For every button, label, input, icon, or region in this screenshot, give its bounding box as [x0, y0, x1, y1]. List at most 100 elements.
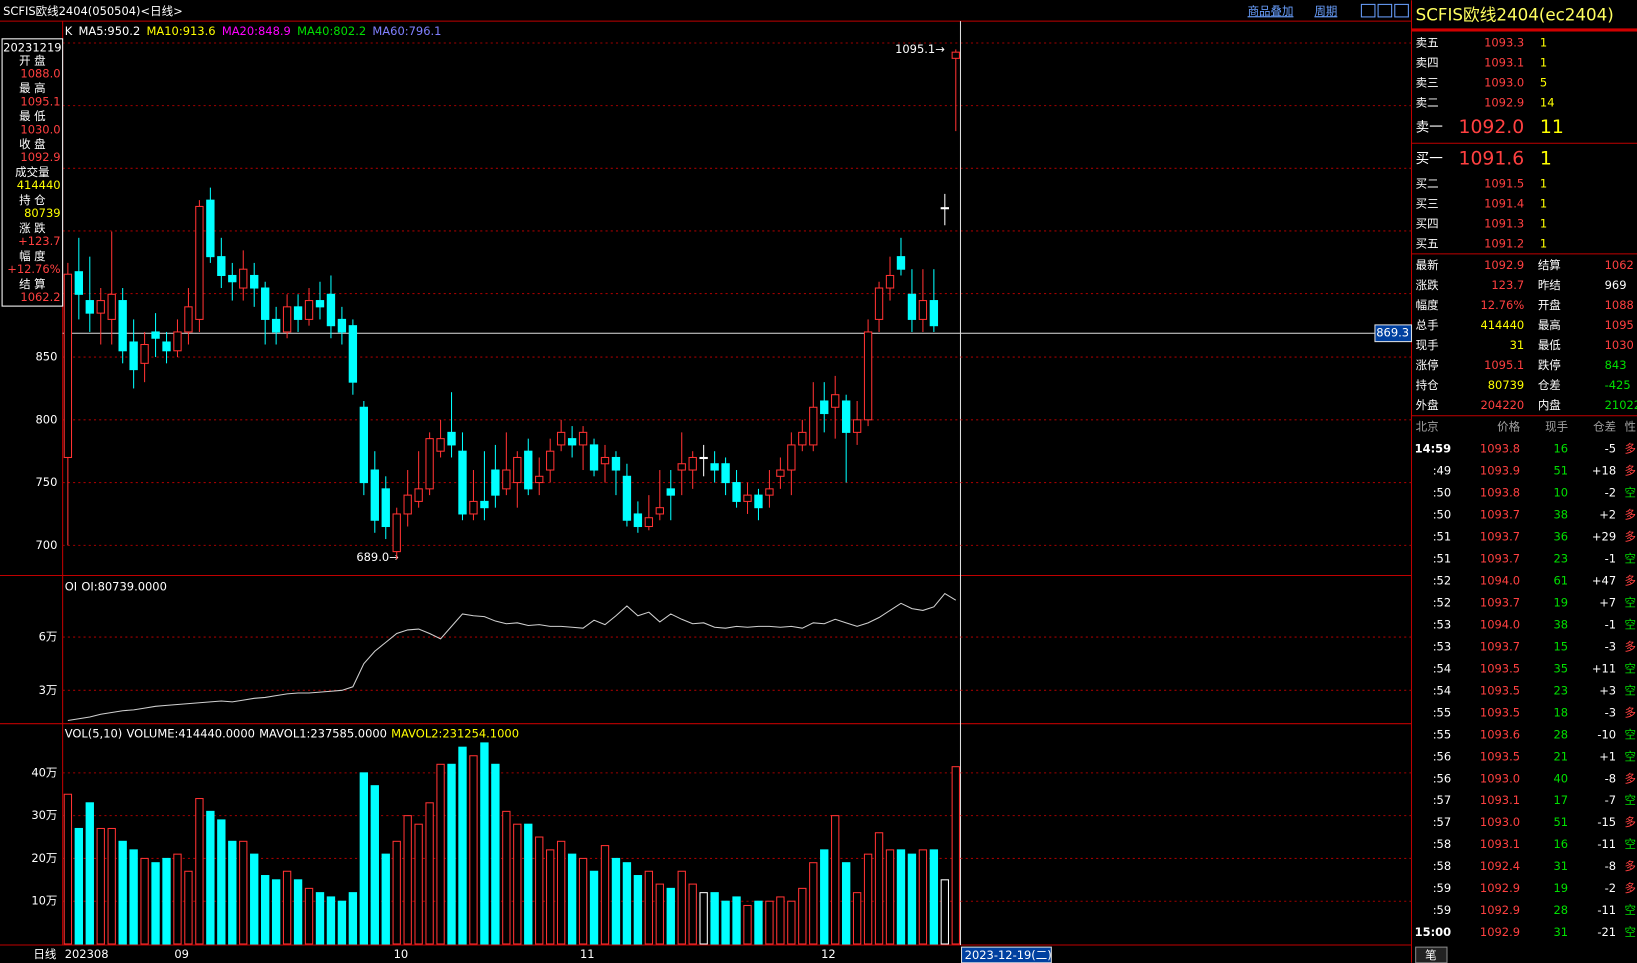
- candle-body: [820, 400, 829, 415]
- volume-bar: [282, 870, 292, 945]
- tick-header: 北京: [1416, 420, 1439, 434]
- tick-cell: 1093.7: [1480, 595, 1520, 609]
- book-label: 买一: [1416, 151, 1444, 167]
- candle-body: [546, 450, 555, 471]
- stat-label: 仓差: [1538, 378, 1561, 392]
- tick-cell: :51: [1433, 552, 1451, 566]
- candle-body: [622, 475, 632, 521]
- book-qty: 1: [1540, 56, 1547, 70]
- volume-bar: [425, 802, 434, 945]
- book-price: 1091.2: [1484, 237, 1524, 251]
- tick-cell: 15:00: [1415, 925, 1452, 939]
- book-price: 1093.1: [1484, 56, 1524, 70]
- candle-body: [480, 500, 489, 509]
- book-qty: 1: [1540, 176, 1547, 190]
- volume-bar: [798, 887, 807, 945]
- stat-value: 1092.9: [1484, 258, 1524, 272]
- candle-body: [173, 331, 182, 352]
- tick-cell: 多: [1624, 771, 1635, 785]
- tick-cell: 17: [1554, 793, 1569, 807]
- tick-cell: 多: [1624, 639, 1635, 653]
- book-qty: 5: [1540, 76, 1547, 90]
- tick-cell: 23: [1554, 683, 1569, 697]
- stat-label: 结算: [1538, 258, 1561, 272]
- candle-body: [863, 331, 873, 421]
- stat-value: 414440: [1480, 318, 1524, 332]
- candle-body: [63, 273, 73, 458]
- book-label: 买二: [1416, 176, 1439, 190]
- y-tick-label: 750: [36, 475, 58, 489]
- candle-body: [326, 293, 336, 327]
- tick-header: 价格: [1497, 420, 1520, 434]
- volume-bar: [513, 823, 522, 945]
- info-label: 开 盘: [19, 53, 46, 67]
- tick-cell: +11: [1592, 661, 1616, 675]
- tick-cell: :50: [1433, 486, 1451, 500]
- tick-cell: -5: [1605, 442, 1616, 456]
- book-qty: 1: [1540, 36, 1547, 50]
- volume-bar: [699, 892, 708, 945]
- volume-bar: [315, 892, 325, 945]
- tick-header: 现手: [1545, 420, 1568, 434]
- overlay-button[interactable]: 商品叠加: [1248, 4, 1294, 18]
- volume-bar: [480, 742, 489, 945]
- tick-cell: :56: [1433, 771, 1451, 785]
- tick-cell: 28: [1554, 903, 1569, 917]
- stat-value: 1088: [1605, 298, 1634, 312]
- volume-bar: [96, 827, 105, 945]
- stat-label: 幅度: [1416, 298, 1439, 312]
- candle-body: [951, 51, 960, 59]
- volume-bar: [195, 798, 204, 945]
- stat-value: -425: [1605, 378, 1631, 392]
- tick-cell: 1092.9: [1480, 903, 1520, 917]
- tick-cell: 16: [1554, 837, 1569, 851]
- legend-item: VOLUME:414440.0000: [126, 727, 255, 741]
- nav-button[interactable]: [1394, 3, 1409, 18]
- nav-button[interactable]: [1377, 3, 1393, 18]
- volume-bar: [436, 763, 445, 945]
- volume-bar: [863, 853, 873, 945]
- tick-cell: 1093.0: [1480, 815, 1520, 829]
- tick-cell: 空: [1624, 925, 1635, 939]
- volume-bar: [359, 772, 369, 945]
- volume-bar: [578, 857, 588, 945]
- period-button[interactable]: 周期: [1314, 4, 1337, 18]
- stat-value: 1062: [1605, 258, 1634, 272]
- legend-item: MA10:913.6: [147, 24, 216, 38]
- legend-item: MAVOL2:231254.1000: [391, 727, 519, 741]
- tick-cell: 多: [1624, 815, 1635, 829]
- volume-bar: [217, 819, 226, 945]
- candle-body: [195, 205, 204, 320]
- stat-label: 内盘: [1538, 398, 1561, 412]
- tab-label[interactable]: 笔: [1425, 948, 1436, 962]
- book-qty: 1: [1540, 237, 1547, 251]
- info-value: 1092.9: [20, 150, 60, 164]
- tick-cell: :57: [1433, 793, 1451, 807]
- tick-cell: 1094.0: [1480, 617, 1520, 631]
- candle-body: [765, 488, 774, 496]
- info-date: 20231219: [3, 41, 61, 55]
- volume-bar: [589, 870, 599, 945]
- book-label: 卖五: [1416, 36, 1439, 50]
- tick-cell: +47: [1592, 573, 1616, 587]
- nav-button[interactable]: [1360, 3, 1376, 18]
- tick-cell: -11: [1597, 903, 1616, 917]
- candle-body: [129, 341, 138, 371]
- stat-value: 21022: [1605, 398, 1637, 412]
- volume-bar: [546, 849, 555, 945]
- volume-bar: [326, 896, 336, 945]
- timeframe-label: 日线: [33, 947, 56, 961]
- info-label: 收 盘: [19, 137, 46, 151]
- tick-cell: 1093.5: [1480, 705, 1520, 719]
- stat-label: 跌停: [1538, 358, 1561, 372]
- volume-bar: [271, 879, 281, 945]
- x-tick-label: 09: [174, 947, 189, 961]
- volume-bar: [206, 810, 215, 945]
- volume-bar: [524, 823, 533, 945]
- volume-bar: [896, 849, 906, 945]
- extra-grid: [62, 42, 1412, 295]
- tick-cell: :52: [1433, 595, 1451, 609]
- candle-body: [589, 444, 599, 471]
- volume-bar: [151, 862, 160, 945]
